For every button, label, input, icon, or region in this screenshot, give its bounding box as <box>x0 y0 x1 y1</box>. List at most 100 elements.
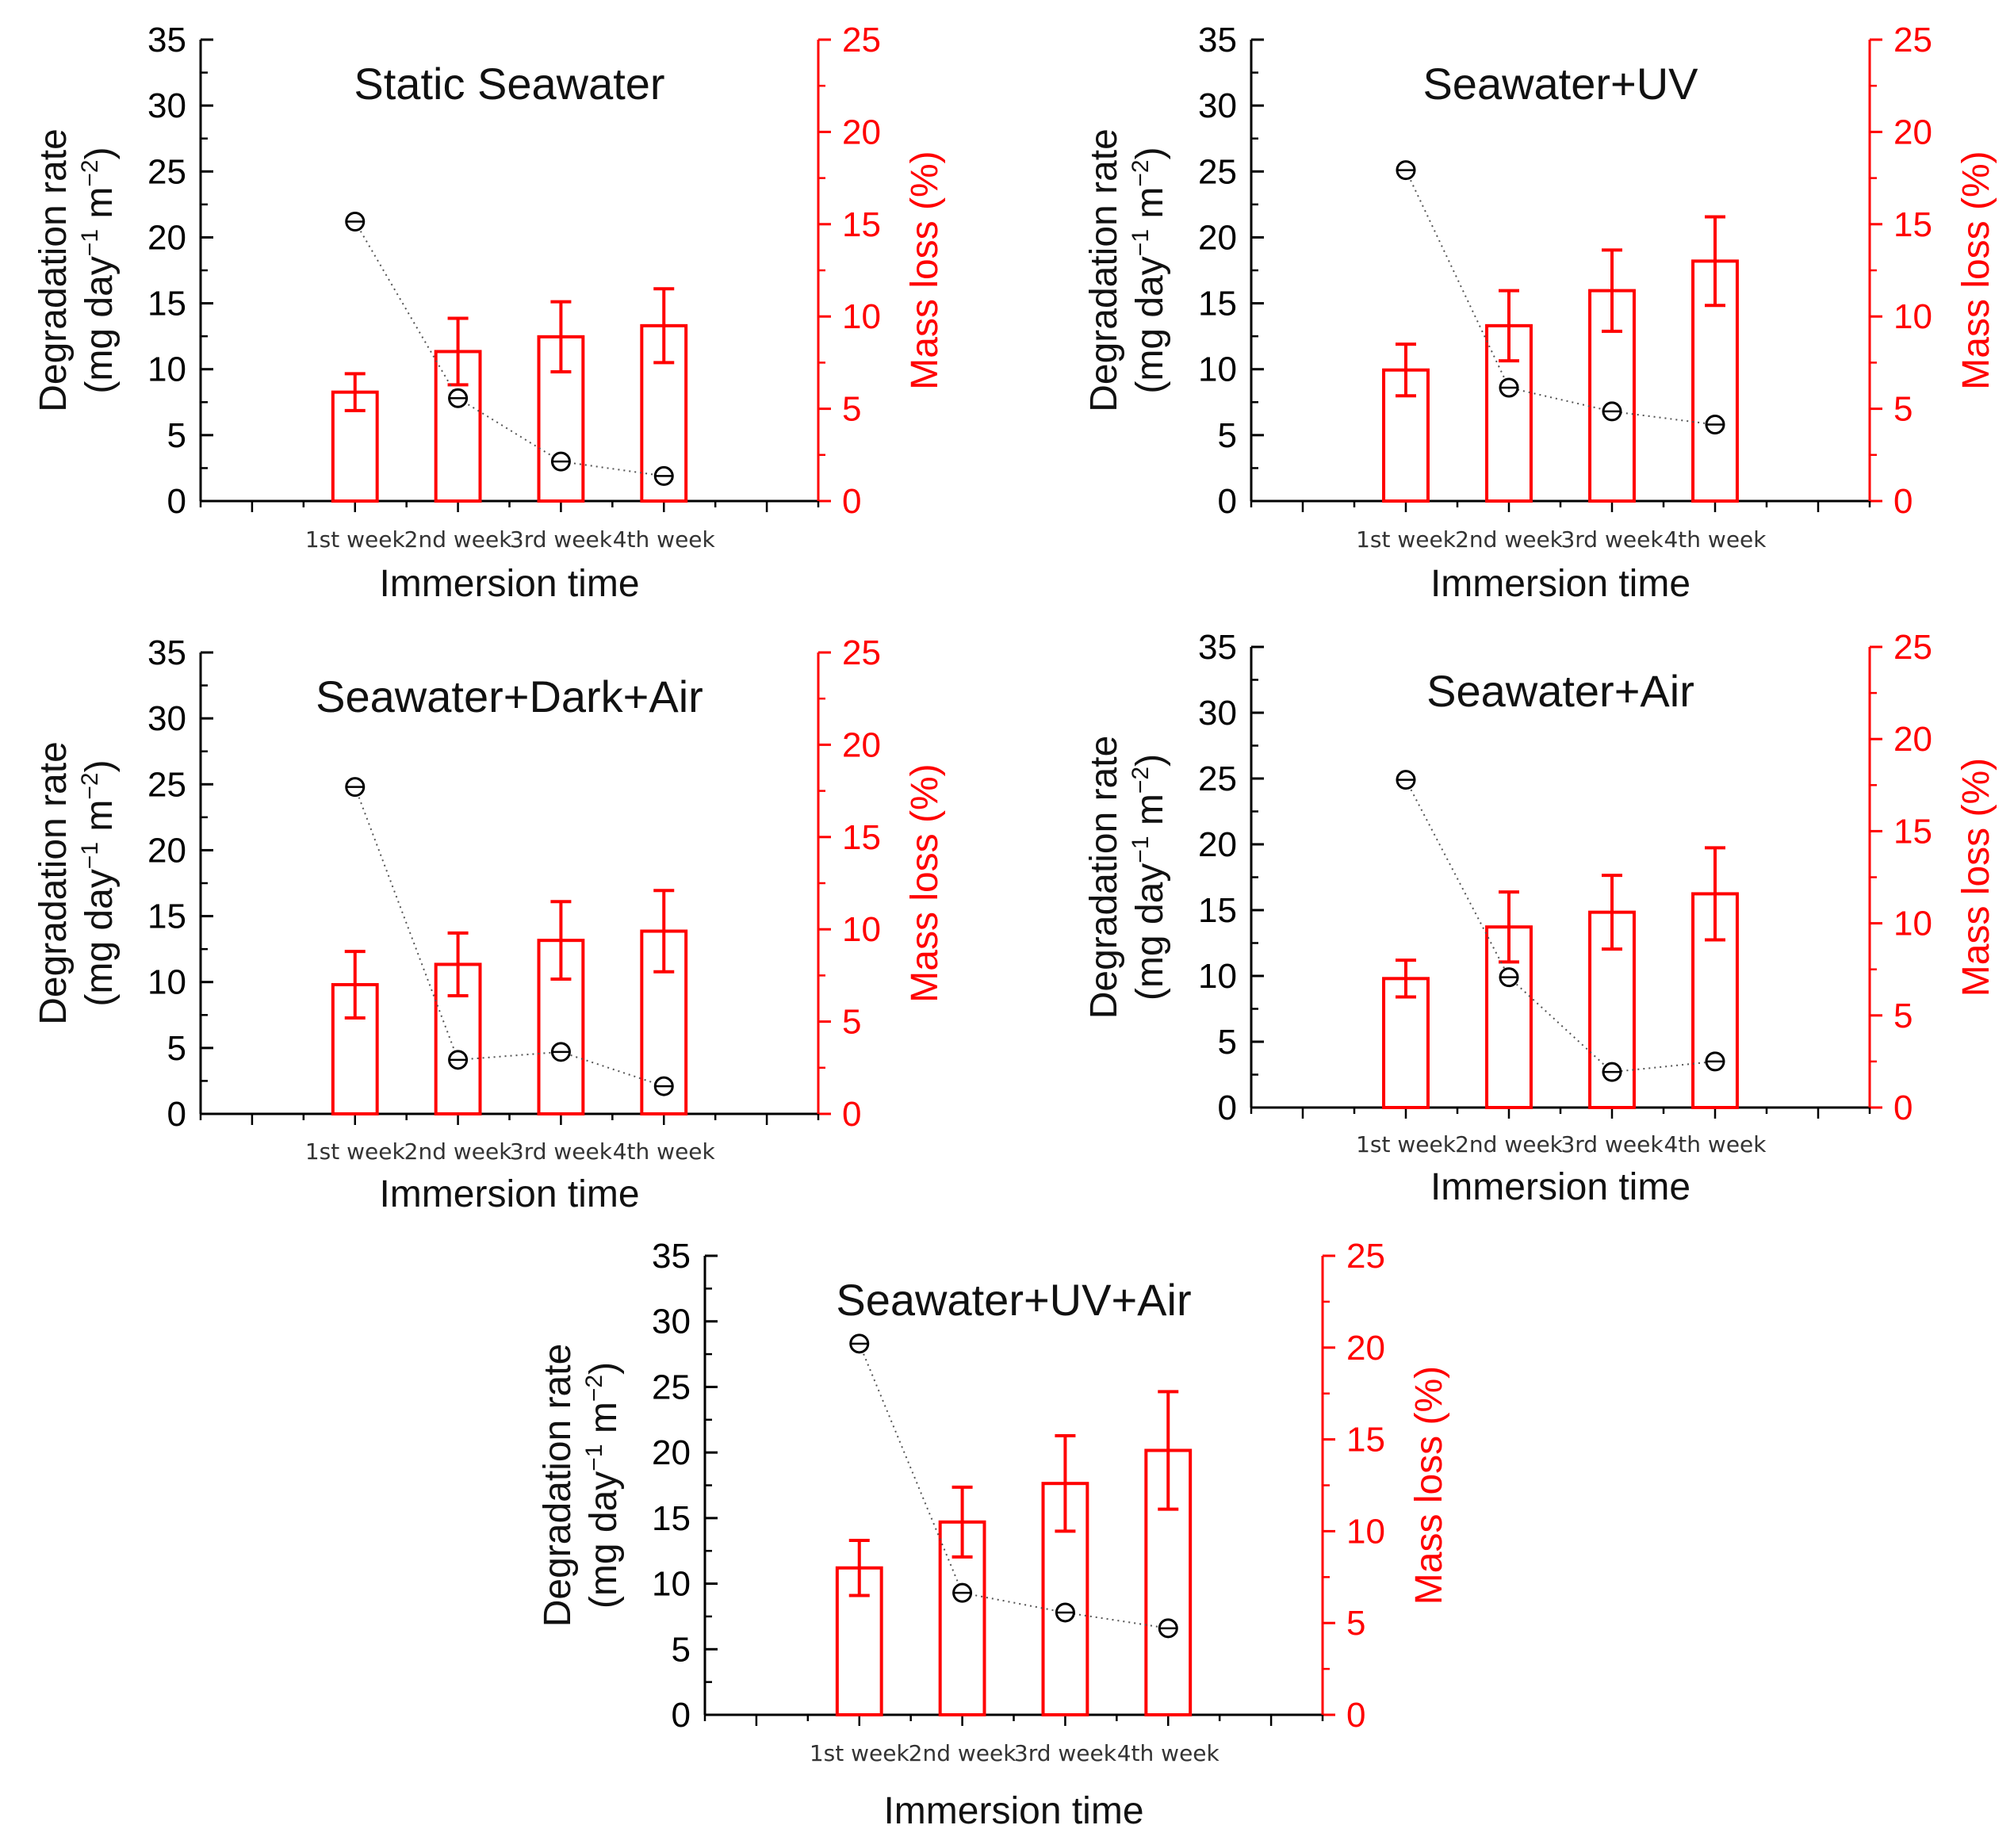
category-label: 4th week <box>1664 1131 1767 1157</box>
units-exponent: −1 <box>1128 836 1154 863</box>
left-tick-label: 20 <box>147 831 186 870</box>
left-axis-units: (mg day−1 m−2) <box>77 759 121 1006</box>
left-tick-label: 35 <box>147 21 186 59</box>
right-tick-label: 25 <box>842 633 881 672</box>
left-axis-title: Degradation rate <box>537 1344 579 1628</box>
left-axis-title: Degradation rate <box>33 128 75 412</box>
units-text: (mg day <box>583 1471 625 1609</box>
category-label: 3rd week <box>1560 526 1664 553</box>
right-tick-label: 25 <box>1893 628 1932 667</box>
right-tick-label: 15 <box>842 818 881 857</box>
left-tick-label: 15 <box>147 285 186 323</box>
panel-title: Static Seawater <box>354 59 664 109</box>
units-exponent: −2 <box>77 772 103 799</box>
degradation-trend-line <box>858 1343 1169 1629</box>
x-axis-title: Immersion time <box>883 1790 1143 1832</box>
right-axis-title: Mass loss (%) <box>904 151 946 389</box>
units-text: m <box>1129 794 1171 836</box>
units-exponent: −1 <box>77 229 103 256</box>
right-tick-label: 0 <box>1346 1696 1365 1735</box>
units-exponent: −1 <box>77 842 103 869</box>
right-tick-label: 0 <box>842 482 861 521</box>
units-exponent: −2 <box>581 1375 607 1402</box>
left-tick-label: 0 <box>1218 1089 1237 1127</box>
units-text: m <box>583 1402 625 1444</box>
category-label: 4th week <box>613 1138 716 1165</box>
right-tick-label: 10 <box>1893 297 1932 336</box>
units-text: m <box>78 187 121 229</box>
left-tick-label: 25 <box>652 1368 691 1406</box>
right-tick-label: 15 <box>1893 205 1932 244</box>
right-axis-title: Mass loss (%) <box>1408 1366 1450 1605</box>
left-tick-label: 25 <box>1198 152 1237 191</box>
category-label: 2nd week <box>404 1138 513 1165</box>
right-tick-label: 15 <box>1893 812 1932 851</box>
left-tick-label: 5 <box>1218 416 1237 455</box>
right-axis-title: Mass loss (%) <box>1955 151 1997 389</box>
units-text: (mg day <box>1129 256 1171 393</box>
right-tick-label: 10 <box>1893 905 1932 943</box>
left-tick-label: 35 <box>652 1237 691 1276</box>
units-text: (mg day <box>78 869 121 1006</box>
right-tick-label: 5 <box>1893 390 1913 429</box>
right-tick-label: 15 <box>1346 1421 1385 1460</box>
category-label: 2nd week <box>1455 1131 1564 1157</box>
right-tick-label: 20 <box>842 113 881 151</box>
category-label: 2nd week <box>404 526 513 553</box>
units-text: (mg day <box>1129 863 1171 1001</box>
left-tick-label: 5 <box>167 416 186 455</box>
right-tick-label: 10 <box>1346 1512 1385 1551</box>
left-tick-label: 0 <box>167 482 186 521</box>
left-tick-label: 20 <box>147 218 186 257</box>
x-axis-title: Immersion time <box>379 563 639 605</box>
right-tick-label: 20 <box>842 725 881 764</box>
units-text: ) <box>78 759 121 772</box>
units-exponent: −2 <box>1128 767 1154 794</box>
left-tick-label: 0 <box>1218 482 1237 521</box>
category-label: 3rd week <box>1560 1131 1664 1157</box>
units-text: ) <box>1129 147 1171 159</box>
right-tick-label: 20 <box>1346 1329 1385 1368</box>
right-tick-label: 15 <box>842 205 881 244</box>
left-tick-label: 5 <box>1218 1023 1237 1062</box>
right-tick-label: 20 <box>1893 720 1932 759</box>
left-tick-label: 30 <box>1198 86 1237 125</box>
right-tick-label: 5 <box>842 390 861 429</box>
left-tick-label: 10 <box>147 350 186 389</box>
left-tick-label: 15 <box>1198 285 1237 323</box>
category-label: 4th week <box>1664 526 1767 553</box>
left-tick-label: 10 <box>1198 350 1237 389</box>
degradation-trend-line <box>354 220 664 477</box>
left-tick-label: 25 <box>147 765 186 804</box>
left-tick-label: 10 <box>652 1565 691 1604</box>
category-label: 1st week <box>810 1740 910 1766</box>
right-tick-label: 25 <box>1346 1237 1385 1276</box>
left-tick-label: 15 <box>1198 891 1237 930</box>
degradation-trend-line <box>1405 170 1716 426</box>
category-label: 2nd week <box>1455 526 1564 553</box>
units-text: m <box>1129 187 1171 229</box>
units-text: ) <box>78 147 121 159</box>
left-axis-title: Degradation rate <box>1083 736 1125 1020</box>
right-tick-label: 5 <box>842 1003 861 1042</box>
left-tick-label: 35 <box>147 633 186 672</box>
right-tick-label: 20 <box>1893 113 1932 151</box>
right-axis-title: Mass loss (%) <box>1955 758 1997 997</box>
right-tick-label: 0 <box>1893 482 1913 521</box>
units-text: ) <box>583 1362 625 1375</box>
right-tick-label: 5 <box>1893 997 1913 1035</box>
x-axis-title: Immersion time <box>379 1173 639 1215</box>
left-tick-label: 35 <box>1198 628 1237 667</box>
left-tick-label: 0 <box>672 1696 691 1735</box>
category-label: 3rd week <box>1014 1740 1117 1766</box>
category-label: 1st week <box>1356 526 1457 553</box>
left-tick-label: 25 <box>147 152 186 191</box>
right-tick-label: 10 <box>842 910 881 949</box>
left-tick-label: 20 <box>1198 218 1237 257</box>
left-tick-label: 35 <box>1198 21 1237 59</box>
